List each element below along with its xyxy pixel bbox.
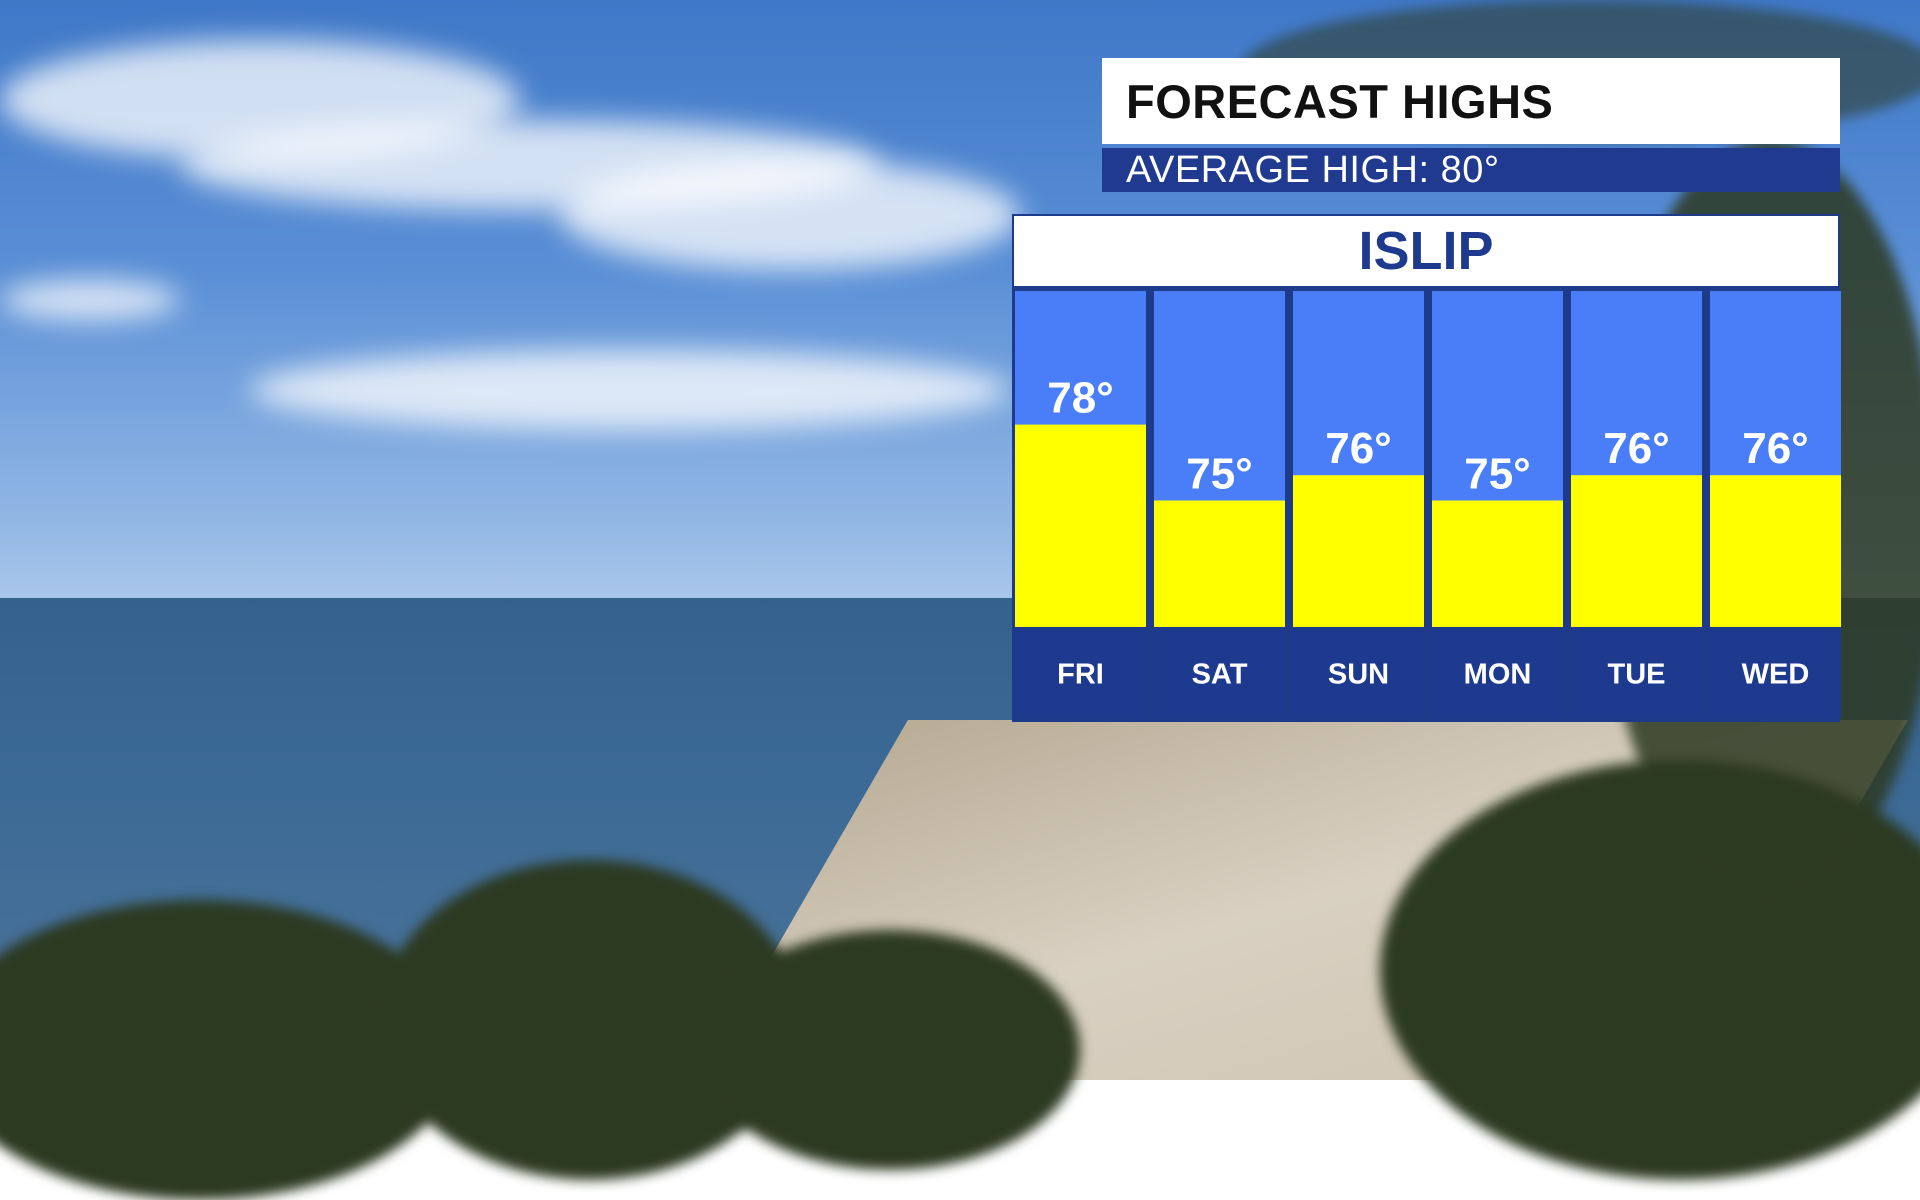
chart-subtitle: AVERAGE HIGH: 80° [1126,148,1500,191]
day-footer [1293,627,1424,718]
forecast-title-banner: FORECAST HIGHS [1102,58,1840,144]
day-footer [1154,627,1285,718]
cloud [0,280,180,320]
day-label: TUE [1608,659,1666,691]
temp-value-label: 78° [1047,374,1114,423]
day-label: FRI [1057,659,1104,691]
location-name: ISLIP [1358,221,1494,281]
day-label: MON [1464,659,1532,691]
temp-value-label: 76° [1603,424,1670,473]
location-banner: ISLIP [1014,216,1838,286]
cloud [250,350,1010,430]
temp-bar [1015,424,1146,627]
day-label: SAT [1192,659,1248,691]
temp-bar [1293,475,1424,627]
day-label: WED [1742,659,1810,691]
temp-bar [1710,475,1841,627]
temp-value-label: 76° [1325,424,1392,473]
average-high-banner: AVERAGE HIGH: 80° [1102,148,1840,192]
temp-value-label: 75° [1464,450,1531,499]
chart-title: FORECAST HIGHS [1126,74,1554,128]
day-footer [1432,627,1563,718]
forecast-bar-chart: 78° FRI 75° SAT 76° SUN 75° MON 76° TUE 76° WED [1015,291,1841,718]
day-label: SUN [1328,659,1389,691]
day-footer [1710,627,1841,718]
temp-bar [1154,500,1285,627]
day-footer [1015,627,1146,718]
temp-bar [1432,500,1563,627]
temp-value-label: 76° [1742,424,1809,473]
cloud [560,160,1020,270]
day-footer [1571,627,1702,718]
temp-value-label: 75° [1186,450,1253,499]
temp-bar [1571,475,1702,627]
